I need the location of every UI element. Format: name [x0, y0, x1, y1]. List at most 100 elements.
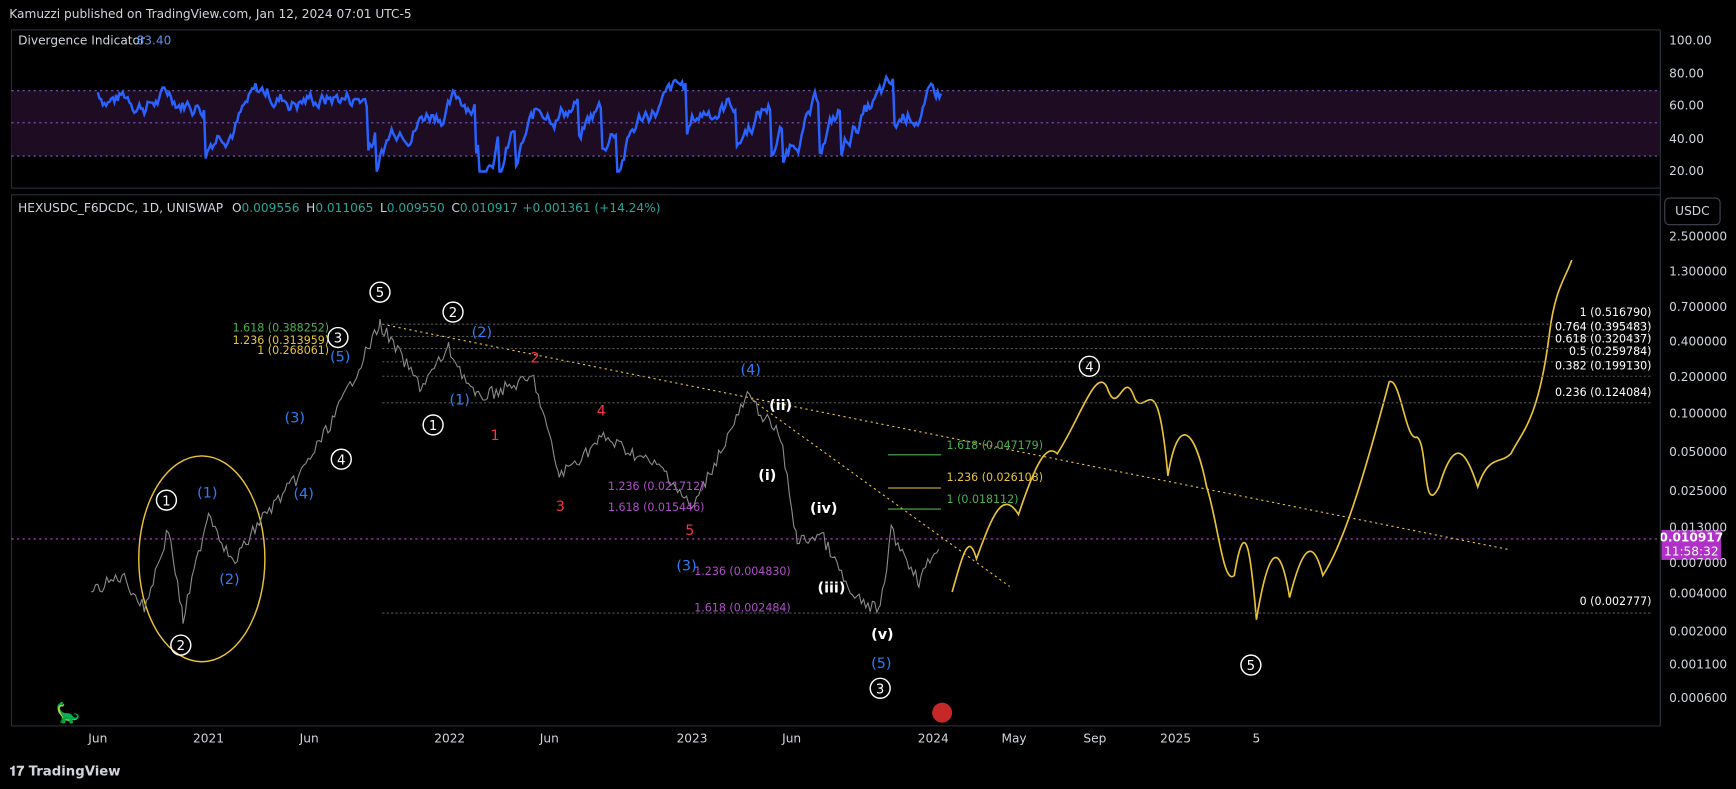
legend-key: O — [232, 201, 242, 215]
wave-label: 4 — [337, 453, 345, 468]
fib-label: 0.764 (0.395483) — [1555, 321, 1651, 334]
price-axis-label: 0.000600 — [1669, 691, 1727, 705]
wave-label: (5) — [871, 656, 891, 672]
header: Kamuzzi published on TradingView.com, Ja… — [9, 7, 411, 21]
fib-label: 0.618 (0.320437) — [1555, 333, 1651, 346]
countdown: 11:58:32 — [1664, 545, 1719, 559]
legend-symbol: HEXUSDC_F6DCDC, 1D, UNISWAP — [18, 201, 223, 215]
wave-label: (1) — [197, 486, 217, 502]
legend-key: L — [380, 201, 387, 215]
indicator-axis-label: 20.00 — [1669, 164, 1704, 178]
wave-label: (1) — [449, 393, 469, 409]
fib-label: 1.618 (0.388252) — [233, 322, 329, 335]
time-axis-label: Jun — [299, 732, 319, 746]
legend-value: 0.010917 — [460, 201, 518, 215]
time-axis-label: 5 — [1253, 732, 1261, 746]
wave-label: 1 — [429, 419, 437, 434]
wave-circle — [170, 634, 192, 656]
legend-value: 0.009550 — [387, 201, 445, 215]
fib-label: 1.618 (0.015446) — [608, 501, 704, 514]
price-axis-label: 0.007000 — [1669, 556, 1727, 570]
price-axis-label: 0.001100 — [1669, 658, 1727, 672]
event-icon — [932, 702, 953, 723]
wave-label: (i) — [758, 468, 776, 484]
ellipse-drawing — [138, 455, 266, 663]
fib-label: 1 (0.018112) — [947, 493, 1019, 506]
projection — [951, 259, 1573, 620]
time-axis-label: 2022 — [434, 732, 465, 746]
price-axis-label: 0.400000 — [1669, 334, 1727, 348]
wave-label: (iii) — [818, 581, 846, 597]
wave-circle — [1240, 654, 1262, 676]
time-axis-label: Sep — [1083, 732, 1106, 746]
price-axis-label: 0.100000 — [1669, 406, 1727, 420]
time-axis-label: 2021 — [193, 732, 224, 746]
wave-label: (v) — [871, 627, 894, 643]
wave-label: (4) — [741, 363, 761, 379]
wave-label: 3 — [556, 499, 565, 515]
wave-label: (4) — [293, 487, 313, 503]
legend-key: C — [451, 201, 460, 215]
time-axis-label: 2024 — [918, 732, 949, 746]
wave-label: 1 — [491, 428, 500, 444]
wave-circle — [327, 326, 349, 349]
fib-label: 0.236 (0.124084) — [1555, 386, 1651, 399]
price-axis-label: 0.200000 — [1669, 370, 1727, 384]
fib-label: 1.236 (0.004830) — [694, 565, 790, 578]
fib-label: 1 (0.516790) — [1580, 306, 1652, 319]
wave-circle — [369, 281, 391, 303]
fib-label: 0.5 (0.259784) — [1569, 345, 1651, 358]
legend-value: 0.009556 — [242, 201, 300, 215]
wave-label: 3 — [876, 682, 884, 697]
indicator-value: 83.40 — [137, 33, 172, 47]
wave-circle — [442, 301, 464, 323]
indicator-axis-label: 60.00 — [1669, 99, 1704, 113]
wave-label: 3 — [334, 332, 342, 347]
wave-label: 5 — [1247, 659, 1255, 674]
wave-label: (3) — [676, 559, 696, 575]
time-axis-label: Jun — [87, 732, 107, 746]
last-price: 0.010917 — [1659, 530, 1723, 544]
indicator-line — [96, 73, 943, 173]
wave-label: (ii) — [769, 398, 792, 414]
trendline — [382, 323, 1512, 551]
time-axis-label: May — [1001, 732, 1026, 746]
indicator-axis-label: 40.00 — [1669, 132, 1704, 146]
wave-circle — [330, 448, 352, 470]
wave-label: (2) — [472, 325, 492, 341]
time-axis-label: 2023 — [677, 732, 708, 746]
price-axis-label: 0.025000 — [1669, 484, 1727, 498]
fib-label: 1.236 (0.021712) — [608, 480, 704, 493]
price-axis-label: 0.700000 — [1669, 300, 1727, 314]
fib-label: 0.382 (0.199130) — [1555, 359, 1651, 372]
indicator-axis-label: 100.00 — [1669, 33, 1712, 47]
wave-label: 5 — [685, 523, 694, 539]
footer-brand: TradingView — [29, 764, 121, 779]
legend-value: 0.011065 — [315, 201, 373, 215]
currency-button[interactable] — [1664, 197, 1721, 226]
legend: HEXUSDC_F6DCDC, 1D, UNISWAP O0.009556 H0.0… — [18, 201, 660, 215]
time-axis-label: 2025 — [1160, 732, 1191, 746]
time-axis-label: Jun — [539, 732, 559, 746]
price-axis-label: 0.004000 — [1669, 587, 1727, 601]
wave-label: (iv) — [810, 501, 837, 517]
time-axis-label: Jun — [781, 732, 801, 746]
price-line — [90, 318, 940, 624]
fib-label: 1 (0.268061) — [257, 344, 329, 357]
wave-label: 1 — [162, 494, 170, 509]
wave-label: (3) — [285, 410, 305, 426]
currency-button-label[interactable]: USDC — [1675, 204, 1709, 218]
wave-label: (2) — [219, 572, 239, 588]
wave-label: 2 — [177, 639, 185, 654]
price-axis-label: 2.500000 — [1669, 229, 1727, 243]
footer-logo: 𝟏𝟕 TradingView — [9, 764, 120, 779]
last-price-box — [1661, 530, 1722, 560]
price-axis-label: 0.013000 — [1669, 520, 1727, 534]
wave-circle — [869, 677, 891, 699]
fib-label: 1.236 (0.313959) — [233, 334, 329, 347]
legend-key: H — [306, 201, 315, 215]
logo-icon: 🦕 — [56, 700, 81, 724]
wave-label: 2 — [449, 306, 457, 321]
fib-label: 1.236 (0.026108) — [947, 471, 1043, 484]
